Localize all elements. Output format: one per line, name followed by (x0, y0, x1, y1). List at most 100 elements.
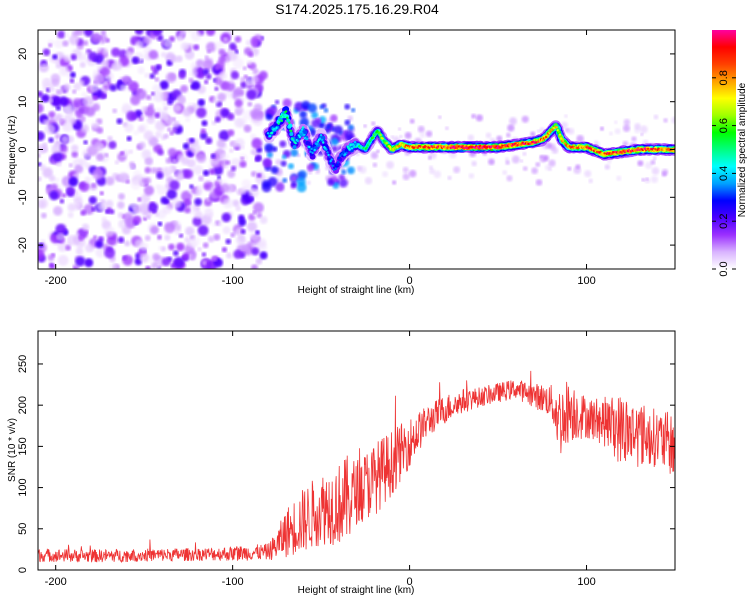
heatmap-cell (71, 144, 79, 152)
heatmap-cell (311, 118, 321, 128)
heatmap-cell (266, 151, 273, 159)
heatmap-cell (198, 175, 204, 182)
heatmap-cell (239, 160, 247, 168)
heatmap-cell (122, 102, 130, 110)
heatmap-cell (59, 144, 68, 154)
heatmap-cell (101, 66, 111, 76)
ridge-cell (319, 133, 323, 137)
heatmap-cell (107, 135, 113, 142)
y-tick-label: -10 (17, 189, 29, 205)
heatmap-cell (640, 133, 644, 137)
heatmap-cell (48, 111, 56, 119)
heatmap-cell (104, 247, 116, 259)
heatmap-cell (614, 128, 621, 135)
heatmap-cell (163, 133, 169, 139)
heatmap-cell (232, 199, 240, 207)
heatmap-cell (371, 121, 376, 126)
heatmap-cell (131, 56, 140, 65)
heatmap-cell (57, 242, 68, 252)
heatmap-cell (92, 69, 100, 77)
heatmap-cell (548, 167, 553, 171)
heatmap-cell (225, 81, 236, 92)
heatmap-cell (270, 166, 279, 174)
heatmap-cell (363, 124, 367, 128)
heatmap-cell (109, 262, 118, 269)
heatmap-cell (134, 239, 144, 249)
ridge-cell (306, 137, 309, 141)
heatmap-cell (74, 232, 80, 238)
heatmap-cell (433, 170, 442, 179)
heatmap-cell (204, 79, 209, 85)
heatmap-cell (214, 64, 221, 71)
heatmap-cell (72, 98, 83, 109)
y-tick-label: 0 (17, 146, 29, 152)
heatmap-cell (162, 204, 172, 215)
heatmap-cell (128, 80, 134, 85)
heatmap-cell (99, 191, 104, 196)
heatmap-cell (234, 106, 244, 116)
heatmap-cell (189, 254, 196, 261)
heatmap-cell (101, 60, 110, 68)
heatmap-cell (225, 238, 232, 245)
heatmap-cell (38, 248, 45, 260)
heatmap-cell (347, 124, 354, 131)
heatmap-cell (576, 134, 584, 143)
heatmap-cell (234, 35, 242, 43)
heatmap-cell (149, 73, 155, 79)
heatmap-cell (182, 107, 192, 117)
heatmap-cell (213, 233, 221, 241)
heatmap-cell (220, 183, 230, 193)
ridge-cell (330, 158, 333, 161)
heatmap-cell (225, 160, 231, 165)
heatmap-cell (144, 72, 150, 78)
heatmap-cell (109, 84, 117, 92)
heatmap-cell (63, 32, 69, 38)
heatmap-cell (306, 163, 315, 172)
ridge-cell (549, 130, 552, 133)
heatmap-cell (652, 156, 657, 161)
heatmap-cell (119, 84, 128, 92)
heatmap-cell (38, 103, 44, 114)
heatmap-cell (212, 256, 218, 262)
heatmap-cell (189, 69, 198, 78)
ridge-cell (279, 115, 282, 118)
heatmap-cell (143, 185, 155, 196)
heatmap-cell (238, 218, 247, 227)
colorbar-tick-label: 0.8 (718, 70, 730, 85)
heatmap-cell (256, 212, 263, 219)
heatmap-cell (154, 112, 161, 119)
heatmap-cell (331, 138, 339, 146)
x-tick-label: -200 (45, 576, 67, 588)
heatmap-cell (279, 140, 287, 148)
heatmap-cell (42, 142, 48, 148)
heatmap-cell (358, 165, 367, 174)
heatmap-cell (41, 94, 50, 103)
heatmap-cell (54, 177, 60, 183)
heatmap-cell (204, 55, 209, 60)
ridge-cell (500, 146, 503, 149)
heatmap-cell (166, 188, 177, 200)
heatmap-cell (616, 175, 622, 181)
heatmap-cell (163, 39, 172, 48)
ridge-cell (398, 145, 401, 148)
heatmap-cell (129, 202, 137, 210)
ridge-cell (352, 145, 356, 149)
heatmap-cell (38, 200, 42, 207)
heatmap-cell (172, 159, 177, 164)
snr-y-ticks: 0 50 100 150 200 250 (17, 355, 675, 573)
heatmap-cell (190, 80, 201, 91)
heatmap-cell (165, 157, 172, 164)
heatmap-cell (56, 232, 65, 241)
heatmap-cell (51, 143, 61, 154)
x-tick-label: -100 (222, 275, 244, 287)
heatmap-cell (218, 71, 227, 80)
heatmap-cell (522, 166, 528, 171)
heatmap-cell (126, 110, 137, 122)
heatmap-cell (112, 60, 123, 71)
heatmap-cell (651, 167, 660, 175)
heatmap-cell (539, 154, 547, 163)
snr-frame (37, 330, 676, 571)
heatmap-cell (195, 188, 201, 194)
snr-x-ticks: -200 -100 0 100 (45, 331, 596, 588)
heatmap-cell (507, 124, 515, 132)
